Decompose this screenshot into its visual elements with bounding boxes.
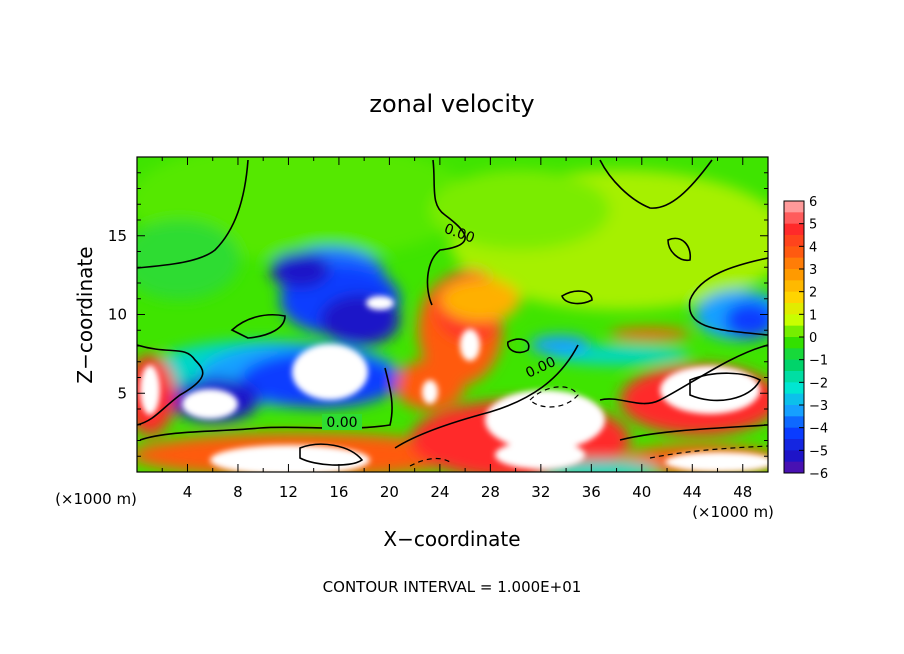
y-tick-label: 15 [108,227,127,245]
x-tick-label: 12 [279,483,298,501]
contour-interval-footer: CONTOUR INTERVAL = 1.000E+01 [323,578,582,596]
colorbar-band-blend [784,212,804,225]
x-tick-label: 32 [531,483,550,501]
y-tick-label: 10 [108,306,127,324]
colorbar-tick-label: −6 [809,467,828,482]
x-tick-label: 4 [183,483,193,501]
chart-title: zonal velocity [369,90,534,118]
y-axis-label: Z−coordinate [73,246,97,383]
x-axis-label: X−coordinate [383,527,520,551]
colorbar-tick-label: 6 [809,195,817,210]
x-tick-label: 20 [380,483,399,501]
colorbar-tick-label: −2 [809,376,828,391]
colorbar-band-blend [784,235,804,247]
colorbar-band-blend [784,257,804,270]
x-axis: 4 8 12 16 20 24 28 32 36 40 44 48 [161,157,752,501]
x-tick-label: 28 [481,483,500,501]
contour-label-bg [322,414,362,430]
colorbar-band-blend [784,303,804,315]
colorbar-band-blend [784,393,804,406]
colorbar-band-blend [784,280,804,293]
colorbar-tick-label: 2 [809,286,817,301]
colorbar-tick-label: 0 [809,331,817,346]
negative-contours [409,386,768,467]
colorbar: 6 5 4 3 2 1 0 −1 −2 −3 −4 −5 −6 [783,195,828,482]
x-unit-label-right: (×1000 m) [692,503,774,521]
x-tick-label: 48 [733,483,752,501]
colorbar-tick-label: −3 [809,399,828,414]
x-unit-label-left: (×1000 m) [55,490,137,508]
colorbar-tick-label: 3 [809,263,817,278]
contour-label: 0.00 [326,415,357,431]
colorbar-band-blend [784,371,804,383]
x-tick-label: 16 [329,483,348,501]
colorbar-band-blend [784,325,804,338]
y-axis: 5 10 15 [108,172,768,457]
colorbar-band-blend [784,348,804,361]
x-tick-label: 36 [582,483,601,501]
x-tick-label: 40 [632,483,651,501]
x-tick-label: 24 [430,483,449,501]
colorbar-tick-label: 4 [809,240,817,255]
colorbar-band-blend [784,461,804,474]
colorbar-tick-label: −5 [809,444,828,459]
x-tick-label: 8 [233,483,243,501]
contour-lines [137,159,768,466]
colorbar-tick-label: 5 [809,218,817,233]
heatmap-field: 0.00 0.00 0.00 [137,157,768,472]
x-tick-label: 44 [683,483,702,501]
colorbar-band-blend [784,416,804,429]
colorbar-tick-label: −4 [809,422,828,437]
colorbar-tick-label: −1 [809,354,828,369]
colorbar-tick-label: 1 [809,308,817,323]
colorbar-band-blend [784,439,804,451]
y-tick-label: 5 [117,384,127,402]
